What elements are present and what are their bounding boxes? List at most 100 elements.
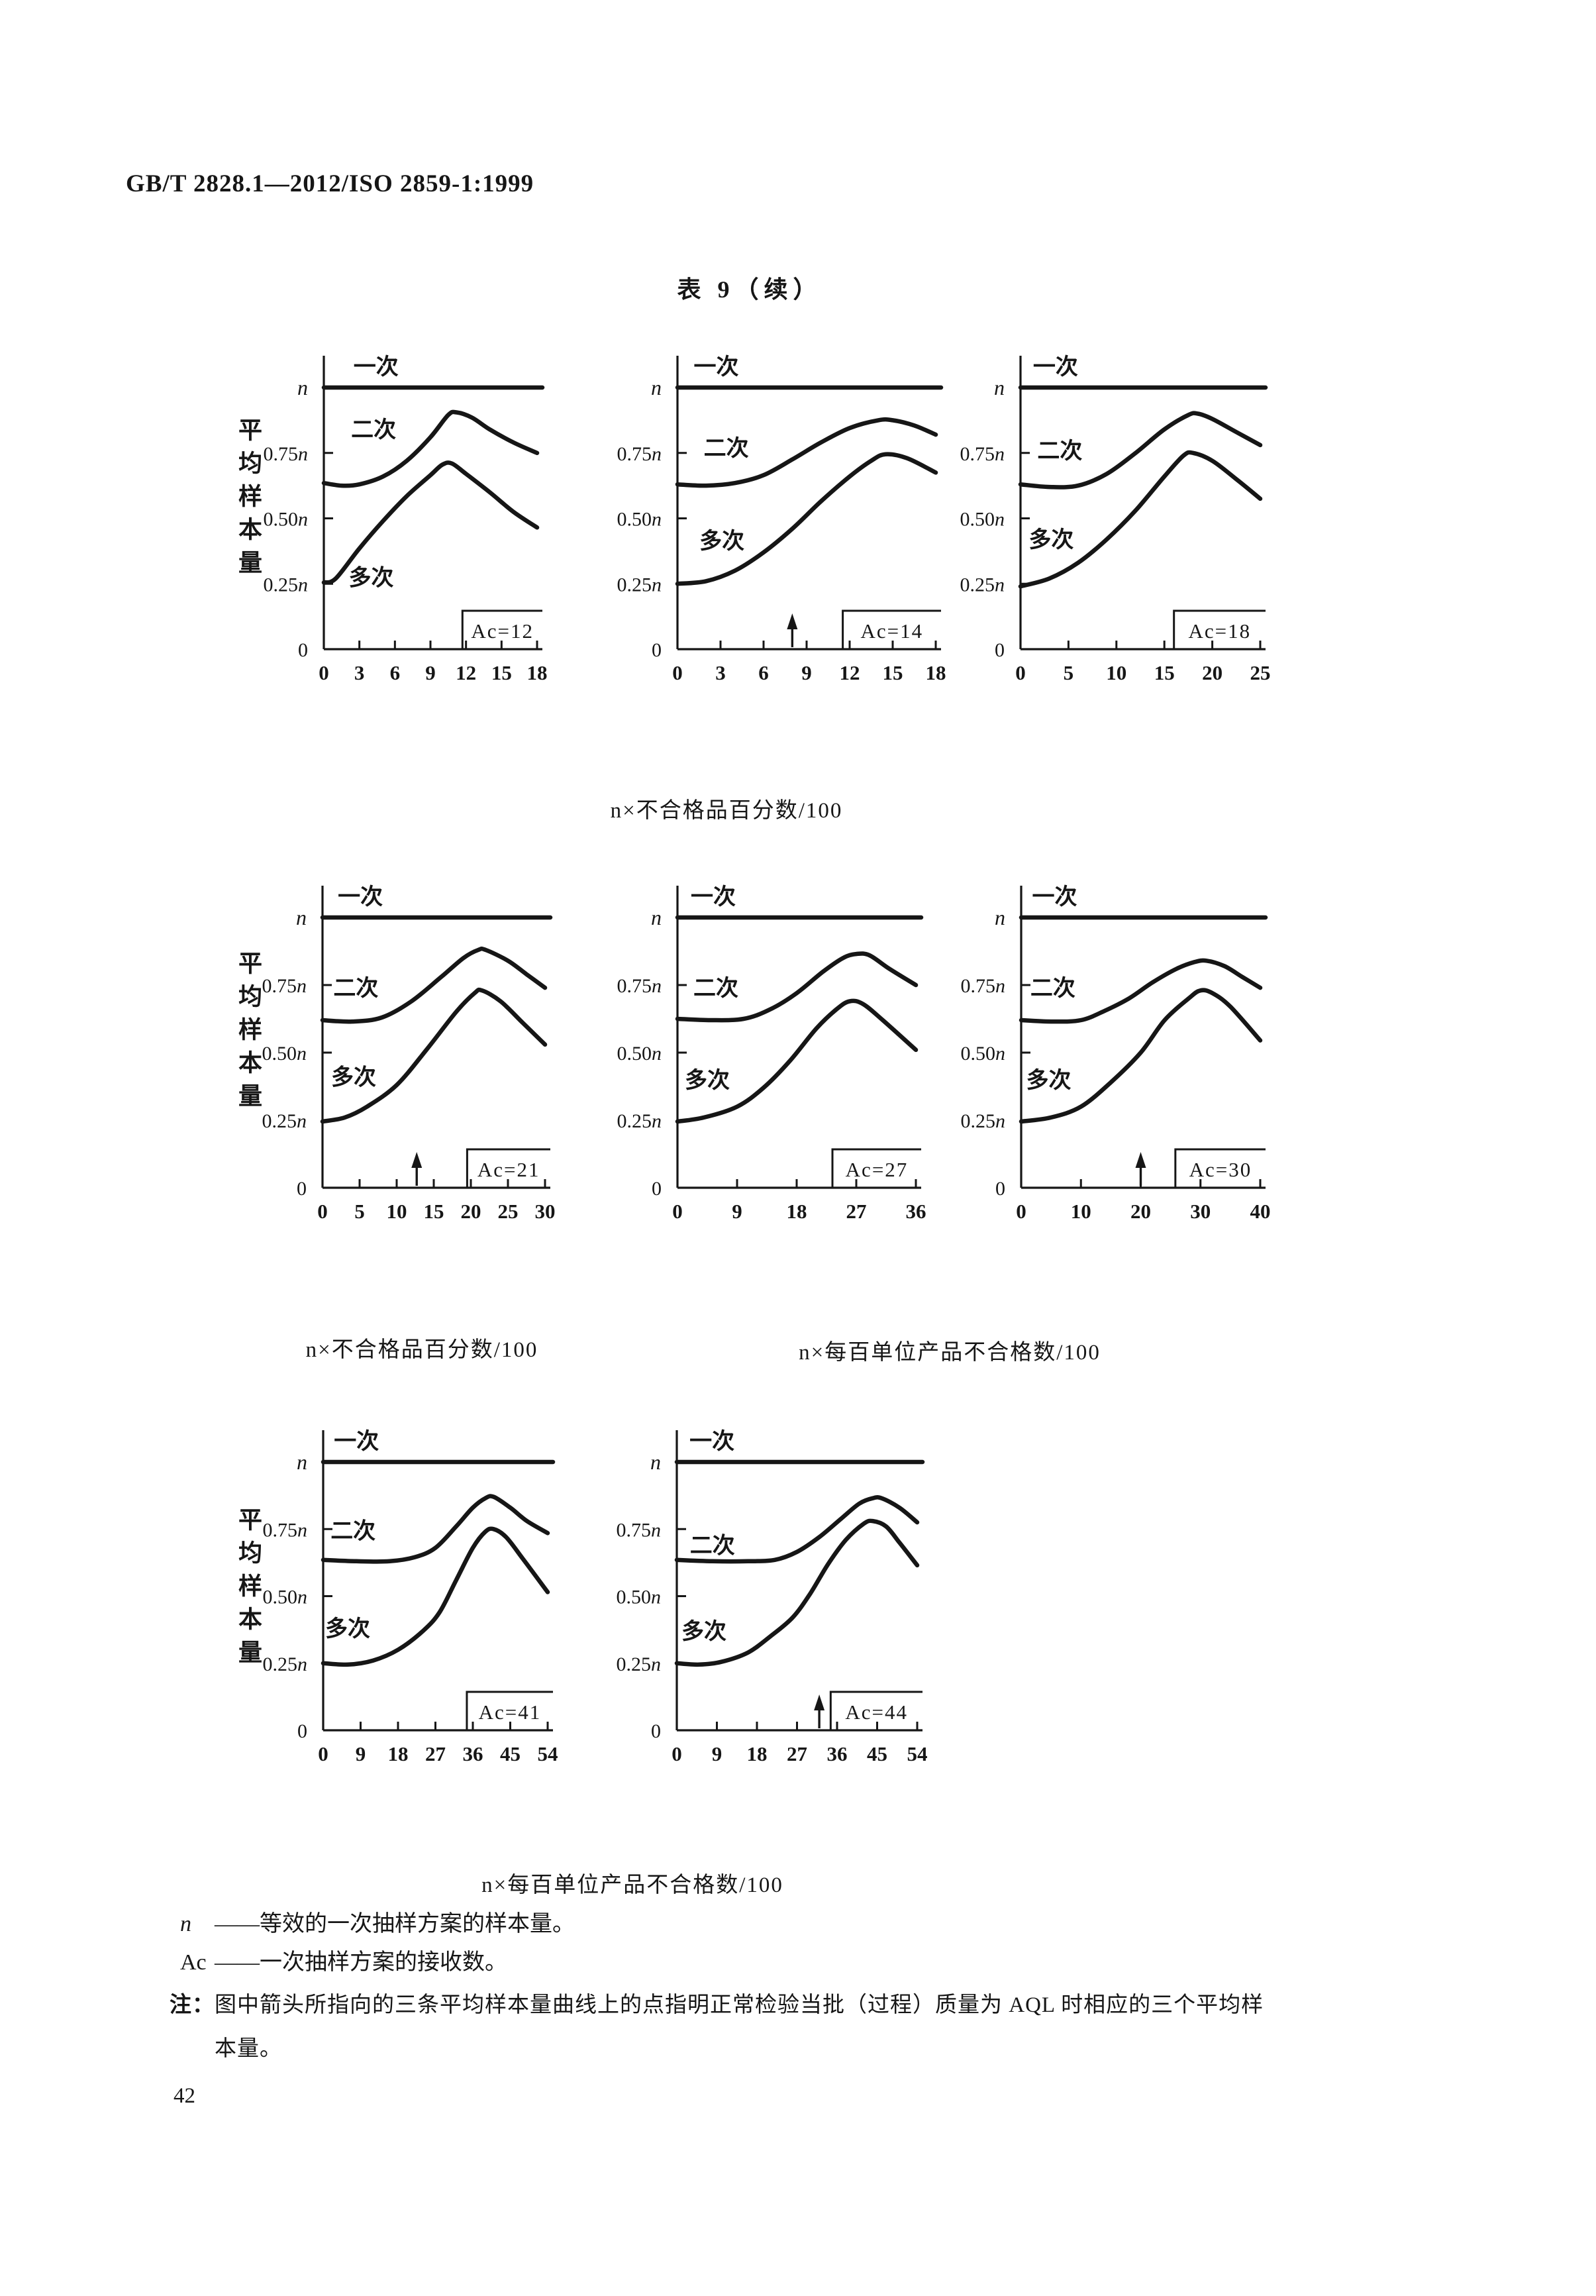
y-tick-label: 0.50n xyxy=(262,1043,307,1065)
y-tick-label: 0.25n xyxy=(263,1653,308,1675)
y-tick-label: 0.75n xyxy=(617,443,662,465)
aql-arrow-head xyxy=(814,1695,825,1710)
double-curve-label: 二次 xyxy=(333,976,378,1001)
y-tick-label: 0.50n xyxy=(960,509,1005,531)
legend-line-ac: Ac ——一次抽样方案的接收数。 xyxy=(180,1944,507,1976)
x-tick-label: 0 xyxy=(1015,661,1026,684)
x-tick-label: 9 xyxy=(801,661,812,684)
x-tick-label: 25 xyxy=(1250,661,1271,684)
y-tick-label: 0.50n xyxy=(263,1587,308,1608)
x-tick-label: 0 xyxy=(317,1200,328,1223)
x-tick-label: 20 xyxy=(1202,661,1222,684)
x-axis-caption-row3: n×每百单位产品不合格数/100 xyxy=(481,1873,783,1897)
double-curve-label: 二次 xyxy=(351,417,396,443)
y-tick-label: n xyxy=(297,376,308,399)
y-tick-label: 0.50n xyxy=(617,1587,662,1608)
aql-arrow-head xyxy=(787,613,798,629)
x-tick-label: 30 xyxy=(1190,1200,1211,1223)
ac-value-label: Ac=41 xyxy=(479,1700,542,1724)
y-axis-title-row2: 平均样本量 xyxy=(235,951,262,1116)
x-tick-label: 3 xyxy=(715,661,726,684)
note-paragraph: 注：图中箭头所指向的三条平均样本量曲线上的点指明正常检验当批（过程）质量为 AQ… xyxy=(170,1983,1274,2071)
multiple-sampling-curve xyxy=(675,452,938,586)
double-sampling-curve xyxy=(675,951,919,1023)
table-title: 表 9（续） xyxy=(677,276,823,303)
ac-box xyxy=(466,1148,550,1188)
multiple-curve-label: 多次 xyxy=(685,1068,730,1093)
double-sampling-curve xyxy=(321,409,540,488)
y-tick-label: n xyxy=(296,906,307,929)
y-tick-label: 0.50n xyxy=(264,509,309,531)
ac-value-label: Ac=12 xyxy=(471,619,534,643)
x-tick-label: 10 xyxy=(1106,661,1126,684)
y-tick-label: 0 xyxy=(652,639,662,661)
x-tick-label: 18 xyxy=(787,1200,807,1223)
x-tick-label: 18 xyxy=(388,1742,409,1765)
x-tick-label: 18 xyxy=(527,661,548,684)
ac-value-label: Ac=21 xyxy=(477,1158,540,1181)
x-tick-label: 36 xyxy=(827,1742,848,1765)
x-axis-caption-row2-left: n×不合格品百分数/100 xyxy=(305,1338,538,1362)
multiple-curve-label: 多次 xyxy=(1026,1068,1072,1093)
y-tick-label: 0.75n xyxy=(960,443,1005,465)
multiple-curve-label: 多次 xyxy=(681,1619,726,1644)
ac-box xyxy=(842,609,941,649)
x-tick-label: 0 xyxy=(672,1200,683,1223)
x-tick-label: 15 xyxy=(1154,661,1175,684)
x-tick-label: 3 xyxy=(354,661,365,684)
ac-box xyxy=(461,609,542,649)
y-tick-label: 0.25n xyxy=(961,1110,1006,1132)
x-tick-label: 45 xyxy=(500,1742,521,1765)
double-sampling-curve xyxy=(1019,958,1263,1024)
aql-arrow-head xyxy=(1135,1152,1146,1168)
ac-value-label: Ac=18 xyxy=(1189,619,1252,643)
x-tick-label: 5 xyxy=(354,1200,365,1223)
y-tick-label: 0.75n xyxy=(617,1519,662,1541)
y-tick-label: 0.50n xyxy=(961,1043,1006,1065)
legend-term-ac: Ac xyxy=(180,1950,207,1975)
x-tick-label: 10 xyxy=(387,1200,407,1223)
ac-value-label: Ac=27 xyxy=(846,1158,909,1181)
x-tick-label: 54 xyxy=(907,1742,928,1765)
x-tick-label: 9 xyxy=(732,1200,742,1223)
multiple-curve-label: 多次 xyxy=(331,1065,376,1090)
y-axis-title-row3: 平均样本量 xyxy=(235,1507,262,1673)
note-text: 图中箭头所指向的三条平均样本量曲线上的点指明正常检验当批（过程）质量为 AQL … xyxy=(215,1993,1264,2061)
single-curve-label: 一次 xyxy=(691,884,736,910)
multiple-curve-label: 多次 xyxy=(699,529,744,554)
y-tick-label: 0.25n xyxy=(617,574,662,596)
ac-box xyxy=(829,1691,923,1730)
single-curve-label: 一次 xyxy=(689,1429,734,1454)
y-tick-label: n xyxy=(651,906,662,929)
x-tick-label: 36 xyxy=(906,1200,926,1223)
x-tick-label: 18 xyxy=(747,1742,768,1765)
x-tick-label: 54 xyxy=(538,1742,558,1765)
multiple-sampling-curve xyxy=(675,998,919,1124)
double-curve-label: 二次 xyxy=(1037,439,1082,464)
x-tick-label: 20 xyxy=(461,1200,481,1223)
multiple-curve-label: 多次 xyxy=(325,1616,370,1642)
aql-arrow-head xyxy=(411,1152,423,1168)
multiple-curve-label: 多次 xyxy=(349,565,394,590)
y-axis-title-row1: 平均样本量 xyxy=(235,417,262,583)
y-tick-label: 0.75n xyxy=(617,975,662,997)
y-tick-label: 0.25n xyxy=(617,1653,662,1675)
y-tick-label: 0 xyxy=(995,639,1005,661)
legend-desc-n: ——等效的一次抽样方案的样本量。 xyxy=(215,1912,575,1936)
multiple-sampling-curve xyxy=(321,460,540,585)
ac-box xyxy=(1173,609,1266,649)
y-tick-label: 0.50n xyxy=(617,1043,662,1065)
x-tick-label: 15 xyxy=(883,661,903,684)
y-tick-label: 0.75n xyxy=(961,975,1006,997)
double-sampling-curve xyxy=(675,417,938,488)
x-axis-caption-row2-right: n×每百单位产品不合格数/100 xyxy=(799,1341,1101,1365)
double-curve-label: 二次 xyxy=(693,976,738,1001)
ac-value-label: Ac=44 xyxy=(845,1700,908,1724)
x-tick-label: 0 xyxy=(318,1742,328,1765)
